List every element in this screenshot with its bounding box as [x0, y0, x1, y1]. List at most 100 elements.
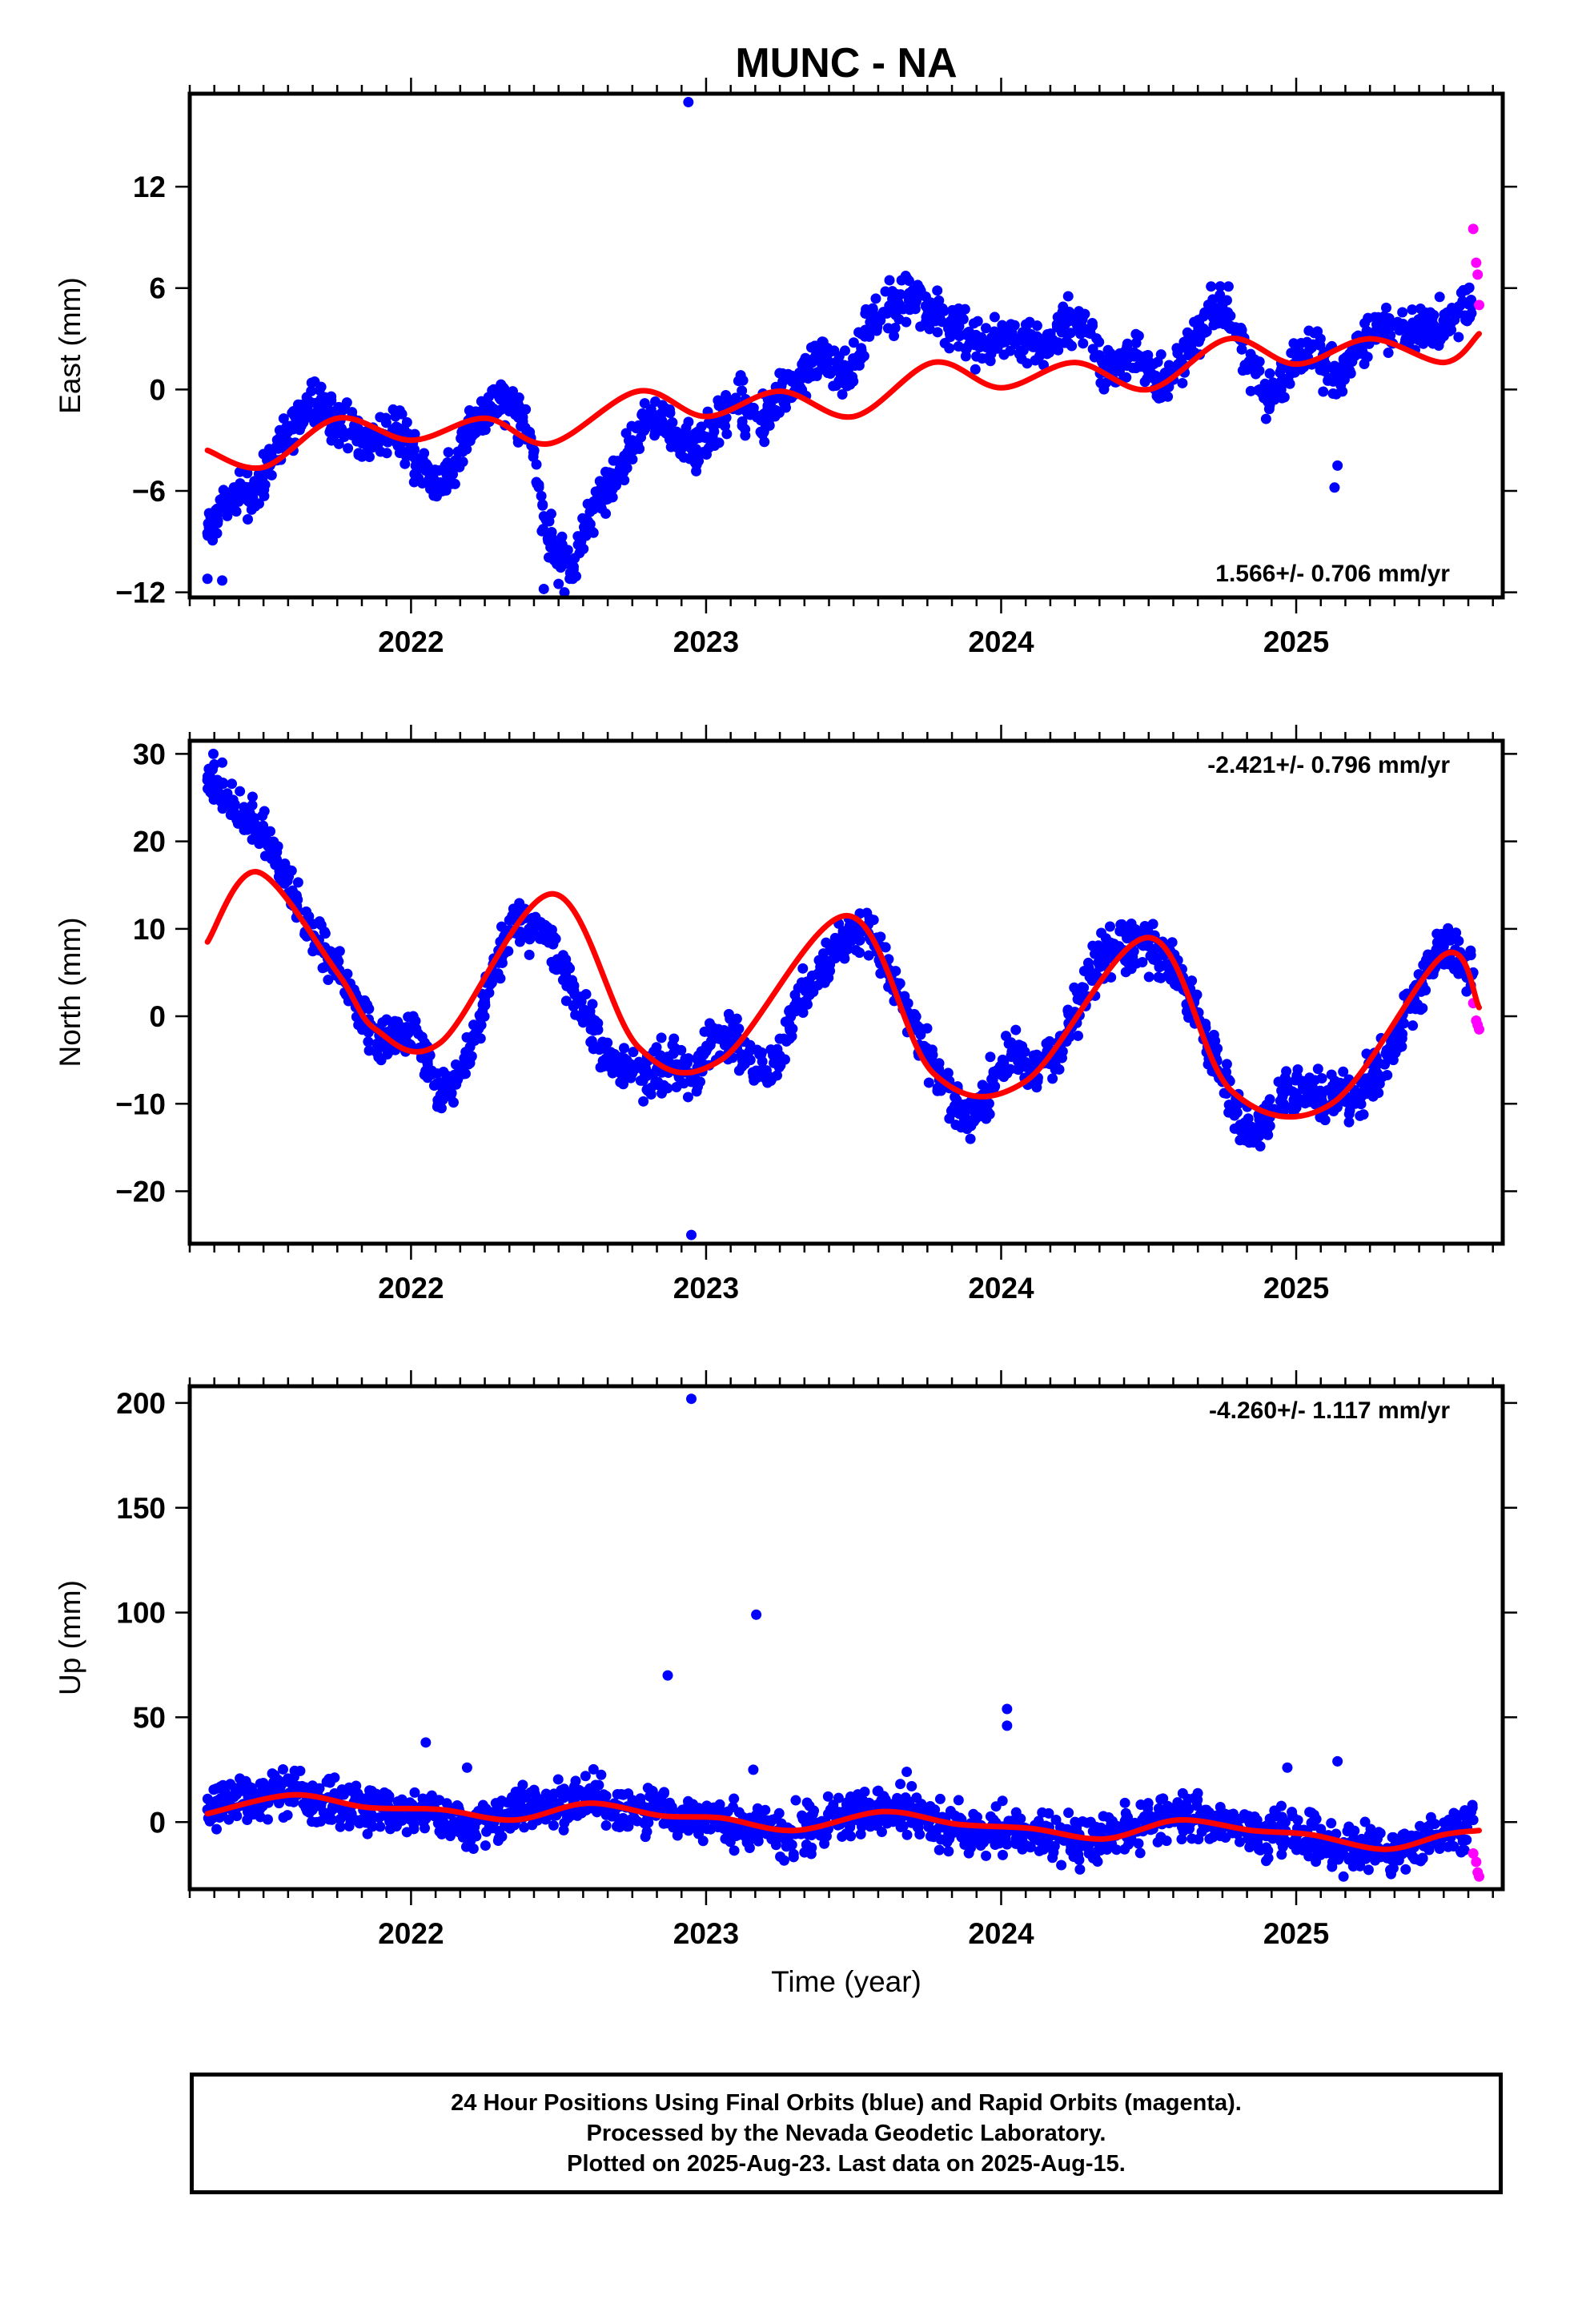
x-tick-label: 2024 — [968, 1917, 1034, 1950]
final-orbit-point — [1458, 284, 1469, 296]
final-orbit-point — [588, 504, 599, 515]
rapid-orbit-point — [1474, 1023, 1485, 1035]
final-orbit-point — [721, 1831, 733, 1843]
final-orbit-point — [1025, 333, 1036, 344]
final-orbit-point — [1212, 1043, 1223, 1054]
final-orbit-point — [675, 448, 686, 460]
final-orbit-point — [379, 1787, 390, 1798]
final-orbit-point — [307, 1816, 318, 1827]
final-orbit-point — [839, 1805, 850, 1816]
final-orbit-point — [416, 1031, 428, 1043]
final-orbit-point — [740, 430, 751, 441]
final-orbit-point — [1072, 1030, 1083, 1041]
final-orbit-point — [1010, 1807, 1022, 1818]
final-orbit-point — [1204, 1833, 1215, 1844]
final-orbit-point — [1247, 1128, 1258, 1140]
y-tick-label: 0 — [149, 1000, 166, 1033]
y-tick-label: 0 — [149, 373, 166, 406]
final-orbit-point — [443, 447, 454, 458]
x-tick-label: 2022 — [378, 1917, 444, 1950]
final-orbit-point — [217, 757, 228, 768]
final-orbit-point — [774, 1050, 785, 1061]
final-orbit-point — [1264, 368, 1275, 379]
final-orbit-point — [428, 470, 439, 481]
final-orbit-point — [205, 786, 216, 798]
chart-title: MUNC - NA — [735, 40, 957, 86]
final-orbit-point — [259, 485, 270, 496]
final-orbit-point — [1320, 359, 1331, 370]
final-orbit-point — [282, 1810, 293, 1821]
final-orbit-point — [1153, 1803, 1164, 1814]
final-orbit-point — [693, 456, 705, 467]
final-orbit-point — [1379, 316, 1391, 328]
final-orbit-point — [227, 778, 238, 790]
final-orbit-point — [983, 1098, 994, 1109]
final-orbit-point — [833, 1792, 844, 1803]
final-orbit-point — [273, 443, 284, 454]
final-orbit-point — [1264, 1094, 1275, 1105]
velocity-rate-label: -2.421+/- 0.796 mm/yr — [1207, 752, 1450, 778]
final-orbit-point — [1276, 1085, 1287, 1096]
final-orbit-point — [302, 400, 313, 412]
final-orbit-point — [204, 1815, 215, 1827]
final-orbit-point — [422, 1055, 433, 1067]
final-orbit-point — [688, 1799, 699, 1810]
final-orbit-point — [1307, 1094, 1319, 1105]
final-orbit-point — [524, 923, 535, 935]
final-orbit-point — [597, 485, 608, 497]
final-orbit-point — [900, 271, 911, 282]
final-orbit-point — [212, 517, 223, 529]
final-orbit-point — [1044, 1035, 1055, 1047]
final-orbit-point — [1277, 1101, 1288, 1112]
final-orbit-point — [665, 408, 676, 419]
final-orbit-point — [989, 312, 1000, 323]
final-orbit-point — [548, 1819, 559, 1831]
final-orbit-point — [1279, 392, 1290, 403]
final-orbit-point — [228, 487, 239, 498]
final-orbit-point — [634, 444, 645, 455]
final-orbit-point — [1296, 1076, 1307, 1087]
final-orbit-point — [1203, 300, 1214, 311]
final-orbit-point — [884, 275, 895, 286]
final-orbit-point — [494, 392, 505, 404]
final-orbit-point — [258, 468, 269, 480]
final-orbit-point — [1453, 332, 1464, 343]
final-orbit-point — [396, 1815, 408, 1826]
final-orbit-point — [292, 877, 303, 888]
final-orbit-point — [1084, 971, 1095, 983]
final-orbit-point — [1119, 1844, 1130, 1855]
y-tick-label: 0 — [149, 1806, 166, 1839]
final-orbit-point — [495, 973, 506, 984]
final-orbit-point — [380, 1810, 391, 1821]
final-orbit-point — [243, 814, 255, 825]
final-orbit-point — [867, 304, 878, 316]
y-tick-label: 50 — [133, 1701, 166, 1734]
final-orbit-point — [937, 303, 948, 314]
final-orbit-point — [1335, 376, 1346, 387]
final-orbit-point — [895, 1779, 906, 1790]
final-orbit-point — [749, 1075, 760, 1086]
final-orbit-point — [1261, 1116, 1272, 1127]
final-orbit-point — [1453, 308, 1464, 319]
final-orbit-point — [612, 472, 623, 483]
final-orbit-point — [468, 1031, 479, 1042]
final-orbit-point — [997, 1054, 1008, 1065]
final-orbit-point — [289, 411, 300, 422]
final-orbit-point — [1394, 1041, 1405, 1052]
final-orbit-point — [1031, 320, 1042, 332]
final-orbit-point — [243, 513, 254, 525]
y-tick-label: −20 — [115, 1175, 166, 1208]
final-orbit-point — [408, 1823, 420, 1835]
final-orbit-point — [937, 316, 948, 328]
final-orbit-point — [1173, 359, 1184, 370]
final-orbit-point — [863, 325, 874, 336]
final-orbit-point — [363, 1036, 374, 1047]
final-orbit-point — [247, 799, 258, 810]
final-orbit-point — [951, 325, 962, 336]
final-orbit-point — [1119, 1797, 1130, 1808]
final-orbit-point — [511, 903, 522, 915]
final-orbit-point — [583, 1015, 594, 1026]
final-orbit-point — [775, 1852, 786, 1863]
final-orbit-point — [909, 304, 921, 315]
